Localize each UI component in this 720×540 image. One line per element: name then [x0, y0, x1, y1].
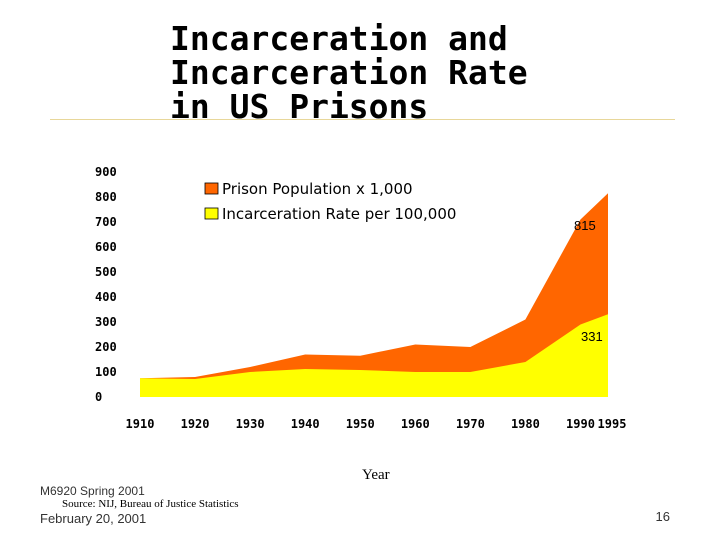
x-tick-label: 1920 — [181, 417, 210, 431]
x-axis-label: Year — [362, 467, 390, 483]
y-tick-label: 400 — [95, 290, 117, 304]
title-line-2: Incarceration Rate — [170, 53, 528, 92]
x-axis-ticks: 1910 1920 1930 1940 1950 1960 1970 1980 1990 1995 — [126, 417, 627, 431]
legend-label-incarceration-rate: Incarceration Rate per 100,000 — [222, 205, 456, 223]
title-line-3: in US Prisons — [170, 87, 429, 126]
x-tick-label: 1940 — [291, 417, 320, 431]
legend: Prison Population x 1,000 Incarceration … — [204, 180, 456, 223]
legend-label-prison-population: Prison Population x 1,000 — [222, 180, 413, 198]
footer-course: M6920 Spring 2001 — [40, 484, 145, 498]
data-label-prison-population-1995: 815 — [574, 218, 596, 233]
series-prison-population-area — [140, 193, 608, 397]
series-incarceration-rate-area — [140, 314, 608, 397]
footer-date: February 20, 2001 — [40, 511, 147, 526]
y-axis-ticks: 0 100 200 300 400 500 600 700 800 900 — [95, 165, 117, 404]
y-tick-label: 600 — [95, 240, 117, 254]
y-tick-label: 0 — [95, 390, 102, 404]
legend-swatch-incarceration-rate — [204, 207, 219, 220]
x-tick-label: 1995 — [598, 417, 627, 431]
y-tick-label: 100 — [95, 365, 117, 379]
y-tick-label: 300 — [95, 315, 117, 329]
title-divider — [50, 119, 675, 120]
legend-swatch-prison-population — [204, 182, 219, 195]
y-tick-label: 200 — [95, 340, 117, 354]
x-tick-label: 1910 — [126, 417, 155, 431]
x-tick-label: 1930 — [236, 417, 265, 431]
data-label-incarceration-rate-1995: 331 — [581, 329, 603, 344]
slide-title: Incarceration and Incarceration Rate in … — [170, 22, 528, 124]
x-tick-label: 1970 — [456, 417, 485, 431]
page-number: 16 — [655, 509, 670, 524]
title-line-1: Incarceration and — [170, 19, 508, 58]
x-tick-label: 1990 — [566, 417, 595, 431]
x-tick-label: 1960 — [401, 417, 430, 431]
x-tick-label: 1980 — [511, 417, 540, 431]
x-tick-label: 1950 — [346, 417, 375, 431]
y-tick-label: 700 — [95, 215, 117, 229]
source-note: Source: NIJ, Bureau of Justice Statistic… — [62, 498, 239, 510]
y-tick-label: 900 — [95, 165, 117, 179]
y-tick-label: 800 — [95, 190, 117, 204]
y-tick-label: 500 — [95, 265, 117, 279]
